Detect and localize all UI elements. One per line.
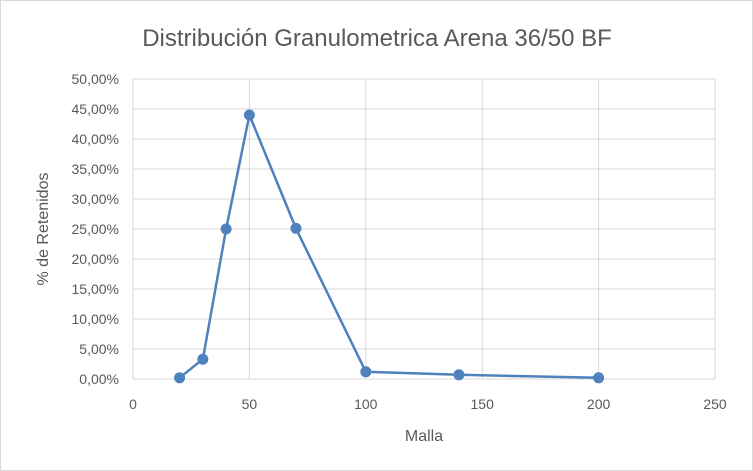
- x-tick-label: 100: [354, 396, 378, 412]
- x-tick-label: 150: [471, 396, 495, 412]
- x-tick-labels: 0 50 100 150 200 250: [129, 396, 727, 412]
- chart-title: Distribución Granulometrica Arena 36/50 …: [142, 25, 612, 52]
- y-tick-label: 35,00%: [72, 161, 119, 177]
- y-tick-label: 40,00%: [72, 131, 119, 147]
- x-tick-label: 200: [587, 396, 611, 412]
- data-point: [220, 223, 232, 235]
- grid-layer: [132, 78, 716, 380]
- x-axis-title: Malla: [405, 428, 443, 445]
- data-point: [197, 353, 209, 365]
- x-tick-label: 250: [703, 396, 727, 412]
- y-tick-label: 20,00%: [72, 251, 119, 267]
- series-line: [178, 113, 599, 380]
- y-tick-label: 45,00%: [72, 101, 119, 117]
- data-point: [593, 372, 605, 384]
- y-tick-label: 15,00%: [72, 281, 119, 297]
- y-tick-label: 10,00%: [72, 311, 119, 327]
- data-point: [174, 372, 186, 384]
- y-axis-title: % de Retenidos: [35, 173, 52, 286]
- y-tick-label: 5,00%: [79, 341, 119, 357]
- y-tick-label: 30,00%: [72, 191, 119, 207]
- series-layer: [174, 109, 605, 384]
- x-tick-label: 0: [129, 396, 137, 412]
- data-point: [290, 222, 302, 234]
- x-tick-label: 50: [242, 396, 258, 412]
- y-tick-label: 50,00%: [72, 71, 119, 87]
- y-tick-labels: 0,00% 5,00% 10,00% 15,00% 20,00% 25,00% 30,00%…: [72, 71, 119, 387]
- data-point: [243, 109, 255, 121]
- y-tick-label: 0,00%: [79, 371, 119, 387]
- data-point: [453, 369, 465, 381]
- data-point: [360, 366, 372, 378]
- y-tick-label: 25,00%: [72, 221, 119, 237]
